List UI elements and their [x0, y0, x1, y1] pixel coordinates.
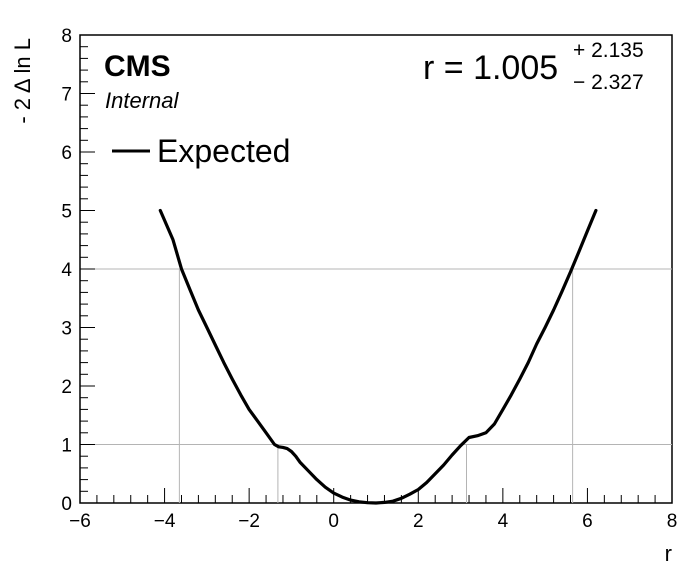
series-line-expected — [158, 208, 598, 505]
tick-labels: −6 −4 −2 0 2 4 6 8 0 1 2 3 4 5 6 7 8 — [61, 26, 677, 532]
axis-ticks — [79, 34, 673, 504]
x-tick-label: 8 — [667, 511, 678, 532]
y-tick-label: 6 — [61, 143, 72, 164]
experiment-label: CMS — [104, 50, 171, 83]
y-tick-label: 7 — [61, 85, 72, 106]
x-tick-label: −6 — [69, 511, 91, 532]
y-tick-label: 2 — [61, 377, 72, 398]
y-tick-label: 0 — [61, 494, 72, 515]
x-tick-label: 2 — [413, 511, 424, 532]
x-tick-label: 6 — [582, 511, 593, 532]
x-tick-label: 4 — [498, 511, 509, 532]
result-value: r = 1.005 — [423, 49, 558, 87]
y-tick-label: 3 — [61, 319, 72, 340]
x-tick-label: −4 — [154, 511, 176, 532]
y-tick-label: 4 — [61, 260, 72, 281]
y-tick-label: 8 — [61, 26, 72, 47]
y-tick-label: 5 — [61, 202, 72, 223]
x-tick-label: 0 — [328, 511, 339, 532]
legend-label-expected: Expected — [157, 133, 290, 169]
y-tick-label: 1 — [61, 436, 72, 457]
result-error-up: + 2.135 — [573, 39, 644, 62]
x-tick-label: −2 — [238, 511, 260, 532]
result-error-down: − 2.327 — [573, 71, 644, 94]
x-axis-title: r — [665, 541, 672, 566]
status-label: Internal — [105, 88, 179, 113]
y-axis-title: - 2 Δ ln L — [10, 38, 35, 124]
